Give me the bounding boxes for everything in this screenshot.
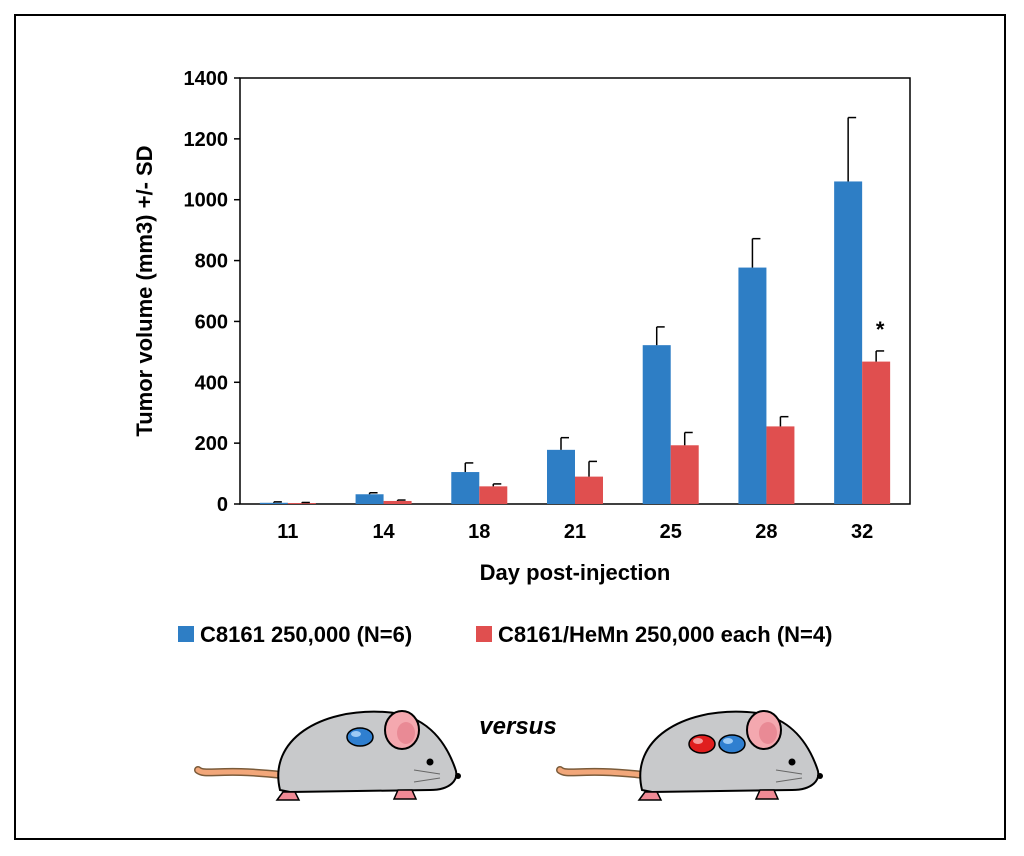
- mouse-eye: [788, 758, 796, 766]
- mouse-foot: [637, 791, 663, 801]
- y-tick-label: 400: [195, 372, 228, 394]
- mouse-whiskers: [413, 769, 441, 783]
- error-bars: [273, 116, 885, 504]
- y-tick-label: 1400: [184, 68, 229, 90]
- significance-marker: *: [876, 317, 885, 342]
- bar-series-1-day-14: [355, 494, 384, 504]
- bar-series-2-day-32: [862, 361, 891, 504]
- tumor-highlight: [723, 738, 733, 744]
- x-axis-ticks: 11 14 18 21 25 28 32: [277, 521, 873, 543]
- bar-series-1-day-32: [834, 181, 863, 504]
- mouse-eye: [426, 758, 434, 766]
- legend: C8161 250,000 (N=6) C8161/HeMn 250,000 e…: [178, 622, 832, 647]
- bar-series-2-day-28: [766, 426, 795, 504]
- bar-series-1-day-25: [642, 345, 671, 504]
- y-tick-label: 600: [195, 311, 228, 333]
- y-tick-label: 200: [195, 433, 228, 455]
- y-tick-label: 1200: [184, 129, 229, 151]
- tumor-highlight: [351, 731, 361, 737]
- mouse-inner-ear: [397, 722, 415, 744]
- tumor-highlight: [693, 738, 703, 744]
- legend-swatch-series-1: [178, 626, 194, 642]
- plot-border: [239, 77, 911, 505]
- mouse-foot: [392, 789, 418, 800]
- bar-series-2-day-11: [287, 503, 316, 504]
- annotations: *: [876, 317, 885, 342]
- legend-swatch-series-2: [476, 626, 492, 642]
- mouse-tail: [557, 767, 647, 778]
- y-tick-label: 1000: [184, 190, 229, 212]
- x-tick-label: 18: [468, 521, 490, 543]
- bar-series-1-day-21: [547, 449, 575, 504]
- mouse-nose: [455, 773, 461, 779]
- x-axis-title: Day post-injection: [480, 560, 671, 585]
- y-axis-title: Tumor volume (mm3) +/- SD: [132, 145, 157, 436]
- bar-series-1-day-11: [259, 502, 288, 504]
- legend-label-series-1: C8161 250,000 (N=6): [200, 622, 412, 647]
- bar-series-1-day-28: [738, 267, 767, 504]
- plot-area: [239, 77, 911, 505]
- blue-tumor: [346, 727, 374, 747]
- x-tick-label: 11: [277, 521, 298, 543]
- bar-series-2-day-21: [575, 476, 603, 504]
- mouse-foot: [275, 791, 301, 801]
- x-tick-label: 28: [755, 521, 777, 543]
- y-tick-label: 0: [217, 494, 228, 516]
- y-axis-ticks: 0 200 400 600 800 1000 1200 1400: [184, 68, 240, 516]
- x-tick-label: 25: [660, 521, 682, 543]
- legend-label-series-2: C8161/HeMn 250,000 each (N=4): [498, 622, 832, 647]
- mouse-inner-ear: [759, 722, 777, 744]
- x-tick-label: 21: [564, 521, 586, 543]
- bar-series-2-day-25: [670, 445, 699, 504]
- versus-label: versus: [479, 713, 556, 740]
- bars: [259, 181, 891, 504]
- red-tumor: [688, 734, 716, 754]
- bar-series-1-day-18: [451, 472, 480, 504]
- mouse-illustration-single-tumor: [194, 710, 461, 801]
- x-tick-label: 14: [372, 521, 395, 543]
- bar-series-2-day-14: [383, 500, 412, 504]
- bar-series-2-day-18: [479, 486, 508, 504]
- mouse-whiskers: [775, 769, 803, 783]
- y-tick-label: 800: [195, 251, 228, 273]
- figure-frame: [14, 14, 1006, 840]
- blue-tumor: [718, 734, 746, 754]
- mouse-tail: [195, 767, 285, 778]
- mouse-nose: [817, 773, 823, 779]
- mouse-foot: [754, 789, 780, 800]
- x-tick-label: 32: [851, 521, 873, 543]
- mouse-illustration-two-tumors: [556, 710, 823, 801]
